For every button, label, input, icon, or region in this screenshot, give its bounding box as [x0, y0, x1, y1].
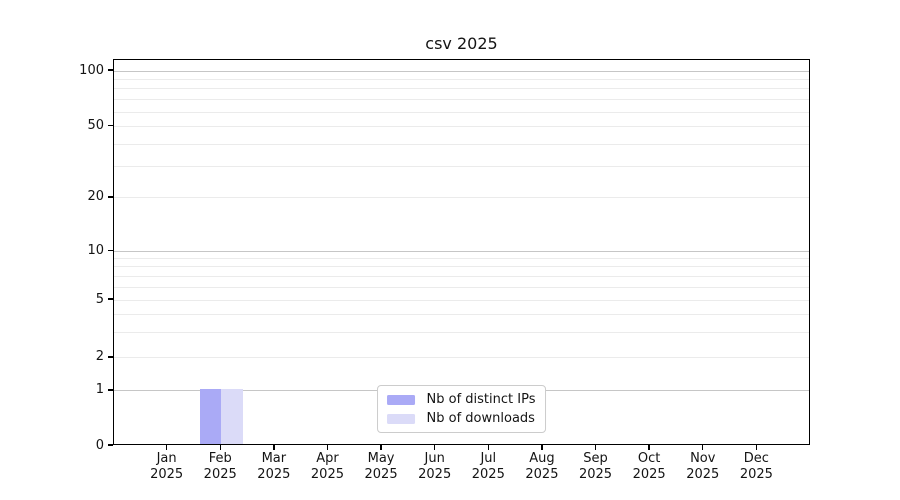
gridline-y-70 [114, 99, 809, 101]
legend-swatch-distinct-ips [386, 394, 415, 405]
gridline-y-80 [114, 88, 809, 90]
gridline-y-60 [114, 111, 809, 113]
gridline-y-100 [114, 70, 809, 72]
ytick-label-1: 1 [95, 382, 104, 398]
legend: Nb of distinct IPs Nb of downloads [376, 385, 547, 433]
gridline-y-90 [114, 78, 809, 80]
gridline-y-6 [114, 286, 809, 288]
xtick-mark-apr-2025 [326, 445, 329, 450]
gridline-y-50 [114, 126, 809, 128]
xtick-label-apr-2025: Apr 2025 [310, 451, 344, 482]
xtick-label-feb-2025: Feb 2025 [203, 451, 237, 482]
xtick-mark-oct-2025 [648, 445, 650, 450]
xtick-mark-dec-2025 [755, 445, 758, 450]
xtick-mark-mar-2025 [273, 445, 275, 450]
gridline-y-20 [114, 197, 809, 199]
xtick-mark-sep-2025 [594, 445, 597, 450]
xtick-label-mar-2025: Mar 2025 [257, 451, 291, 482]
gridline-y-5 [114, 299, 809, 301]
ytick-mark-20 [108, 196, 113, 198]
ytick-mark-0 [108, 444, 113, 446]
ytick-label-2: 2 [95, 349, 104, 365]
gridline-y-2 [114, 357, 809, 359]
xtick-label-jun-2025: Jun 2025 [418, 451, 452, 482]
legend-label-distinct-ips: Nb of distinct IPs [426, 392, 536, 407]
ytick-mark-100 [108, 69, 113, 71]
legend-label-downloads: Nb of downloads [426, 411, 535, 426]
plot-area: Nb of distinct IPs Nb of downloads [113, 59, 810, 445]
ytick-mark-50 [108, 125, 113, 127]
gridline-y-7 [114, 275, 809, 277]
xtick-mark-may-2025 [380, 445, 382, 450]
ytick-label-10: 10 [87, 242, 104, 258]
gridline-y-4 [114, 313, 809, 315]
gridline-y-3 [114, 331, 809, 333]
ytick-mark-2 [108, 356, 113, 358]
xtick-mark-jan-2025 [165, 445, 168, 450]
xtick-label-jan-2025: Jan 2025 [150, 451, 184, 482]
xtick-label-aug-2025: Aug 2025 [525, 451, 559, 482]
gridline-y-10 [114, 250, 809, 252]
ytick-label-0: 0 [95, 437, 104, 453]
xtick-mark-nov-2025 [702, 445, 704, 450]
xtick-mark-jul-2025 [487, 445, 489, 450]
xtick-mark-feb-2025 [219, 445, 221, 450]
gridline-y-30 [114, 165, 809, 167]
ytick-label-50: 50 [87, 118, 104, 134]
ytick-label-100: 100 [79, 62, 104, 78]
chart-title: csv 2025 [425, 34, 498, 53]
ytick-mark-1 [108, 389, 113, 391]
xtick-label-dec-2025: Dec 2025 [739, 451, 773, 482]
legend-swatch-downloads [386, 413, 415, 424]
xtick-label-sep-2025: Sep 2025 [578, 451, 613, 482]
xtick-label-jul-2025: Jul 2025 [471, 451, 505, 482]
xtick-mark-aug-2025 [541, 445, 543, 450]
gridline-y-9 [114, 258, 809, 260]
gridline-y-8 [114, 266, 809, 268]
xtick-label-may-2025: May 2025 [364, 451, 398, 482]
bar-nb-of-distinct-ips-feb-2025 [199, 389, 222, 444]
ytick-mark-10 [108, 249, 113, 251]
ytick-label-5: 5 [95, 291, 104, 307]
ytick-label-20: 20 [87, 189, 104, 205]
gridline-y-40 [114, 143, 809, 145]
legend-item-nb-of-distinct-ips: Nb of distinct IPs [386, 392, 536, 407]
xtick-label-nov-2025: Nov 2025 [686, 451, 720, 482]
bar-nb-of-downloads-feb-2025 [221, 389, 243, 444]
xtick-label-oct-2025: Oct 2025 [632, 451, 666, 482]
legend-item-nb-of-downloads: Nb of downloads [386, 411, 536, 426]
xtick-mark-jun-2025 [433, 445, 436, 450]
ytick-mark-5 [108, 298, 113, 300]
